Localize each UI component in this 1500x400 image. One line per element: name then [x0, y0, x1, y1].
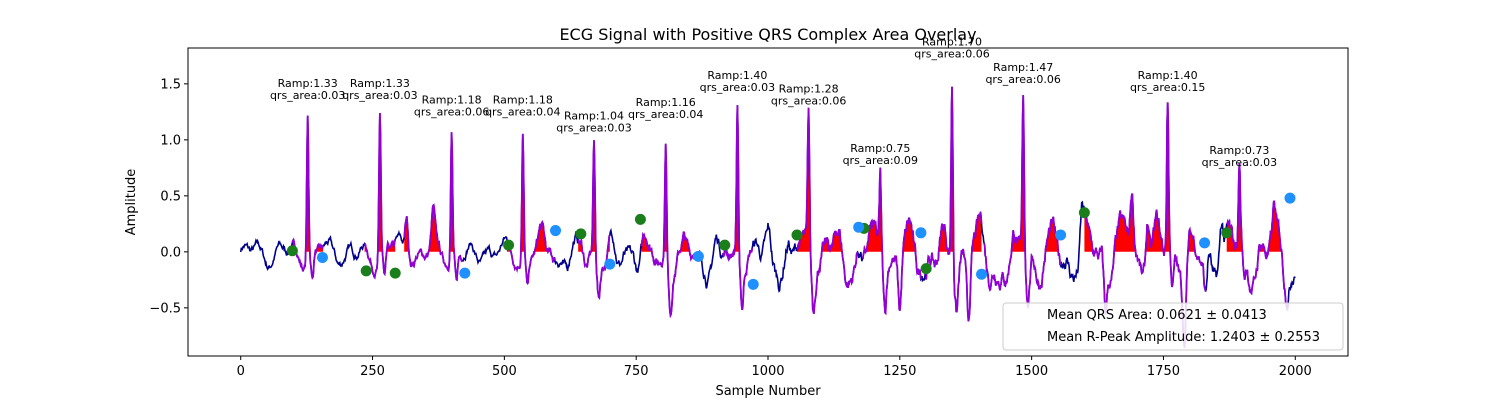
- ramp-annotation-6: Ramp:1.40: [707, 69, 767, 82]
- qrs-onset-marker-0: [286, 245, 298, 257]
- x-tick-label-2: 500: [492, 364, 517, 379]
- qrs-segment-line-5: [640, 143, 699, 319]
- qrs-area-annotation-4: qrs_area:0.03: [556, 121, 631, 134]
- y-axis-label: Amplitude: [124, 169, 139, 236]
- qrs-offset-marker-11: [1284, 192, 1296, 204]
- qrs-offset-marker-10: [1199, 237, 1211, 249]
- y-tick-label-2: 0.5: [160, 189, 181, 204]
- qrs-offset-marker-7: [915, 227, 927, 239]
- ramp-annotation-0: Ramp:1.33: [278, 77, 338, 90]
- qrs-area-annotation-7: qrs_area:0.06: [771, 94, 846, 107]
- x-axis-label: Sample Number: [715, 384, 821, 399]
- qrs-segment-line-8: [862, 167, 922, 316]
- qrs-area-annotation-9: qrs_area:0.06: [914, 47, 989, 60]
- y-tick-label-0: −0.5: [149, 301, 181, 316]
- qrs-offset-marker-3: [604, 258, 616, 270]
- qrs-area-annotation-0: qrs_area:0.03: [270, 89, 345, 102]
- qrs-area-annotation-3: qrs_area:0.04: [485, 106, 560, 119]
- x-tick-label-8: 2000: [1279, 364, 1312, 379]
- qrs-segment-line-2: [403, 132, 463, 282]
- ramp-annotation-8: Ramp:0.75: [850, 142, 910, 155]
- qrs-onset-marker-6: [719, 239, 731, 251]
- qrs-offset-marker-2: [550, 225, 562, 237]
- qrs-onset-marker-3: [503, 239, 515, 251]
- qrs-segment-line-1: [364, 112, 397, 280]
- qrs-area-annotation-11: qrs_area:0.15: [1130, 81, 1205, 94]
- qrs-onset-marker-9: [920, 263, 932, 275]
- qrs-segment-line-12: [1226, 163, 1289, 311]
- qrs-segment-line-9: [925, 86, 983, 322]
- x-tick-label-5: 1250: [883, 364, 916, 379]
- qrs-segment-line-0: [291, 115, 324, 280]
- legend-entry-qrs-area: Mean QRS Area: 0.0621 ± 0.0413: [1047, 308, 1267, 323]
- qrs-onset-marker-7: [791, 229, 803, 241]
- qrs-offset-marker-6: [853, 221, 865, 233]
- qrs-area-annotation-1: qrs_area:0.03: [342, 89, 417, 102]
- y-tick-label-4: 1.5: [160, 77, 181, 92]
- qrs-segment-line-6: [722, 105, 754, 311]
- qrs-offset-marker-4: [692, 250, 704, 262]
- ramp-annotation-11: Ramp:1.40: [1138, 69, 1198, 82]
- ramp-annotation-10: Ramp:1.47: [993, 61, 1053, 74]
- qrs-area-annotation-10: qrs_area:0.06: [985, 73, 1060, 86]
- qrs-area-annotation-12: qrs_area:0.03: [1202, 156, 1277, 169]
- qrs-onset-marker-10: [1078, 207, 1090, 219]
- y-tick-label-3: 1.0: [160, 133, 181, 148]
- qrs-area-annotation-2: qrs_area:0.06: [414, 106, 489, 119]
- qrs-onset-marker-5: [634, 213, 646, 225]
- qrs-area-annotation-5: qrs_area:0.04: [628, 108, 703, 121]
- qrs-offset-marker-0: [316, 251, 328, 263]
- legend-entry-r-peak-amplitude: Mean R-Peak Amplitude: 1.2403 ± 0.2553: [1047, 330, 1320, 345]
- ramp-annotation-12: Ramp:0.73: [1209, 144, 1269, 157]
- qrs-area-annotation-8: qrs_area:0.09: [843, 154, 918, 167]
- qrs-onset-marker-1: [360, 265, 372, 277]
- qrs-area-fill-2: [404, 132, 463, 252]
- qrs-area-fill-4: [578, 140, 610, 252]
- qrs-segment-line-7: [796, 107, 859, 314]
- qrs-offset-marker-1: [459, 267, 471, 279]
- legend: Mean QRS Area: 0.0621 ± 0.0413 Mean R-Pe…: [1002, 302, 1344, 351]
- y-tick-label-1: 0.0: [160, 245, 181, 260]
- ramp-annotation-4: Ramp:1.04: [564, 109, 624, 122]
- ramp-annotation-5: Ramp:1.16: [636, 96, 696, 109]
- legend-box: [1002, 302, 1344, 351]
- ramp-annotation-1: Ramp:1.33: [350, 77, 410, 90]
- x-tick-label-7: 1750: [1147, 364, 1180, 379]
- qrs-offset-marker-8: [976, 268, 988, 280]
- qrs-onset-marker-4: [575, 228, 587, 240]
- qrs-offset-marker-5: [747, 278, 759, 290]
- qrs-onset-marker-2: [389, 267, 401, 279]
- qrs-segment-line-10: [983, 95, 1062, 309]
- plot-area: Ramp:1.33qrs_area:0.03Ramp:1.33qrs_area:…: [239, 35, 1296, 348]
- chart-title: ECG Signal with Positive QRS Complex Are…: [559, 25, 976, 44]
- x-tick-label-0: 0: [237, 364, 245, 379]
- ramp-annotation-3: Ramp:1.18: [493, 94, 553, 107]
- ramp-annotation-7: Ramp:1.28: [779, 82, 839, 95]
- qrs-segment-line-4: [577, 140, 611, 301]
- x-tick-label-3: 750: [624, 364, 649, 379]
- qrs-area-fill-1: [364, 113, 396, 252]
- x-tick-label-4: 1000: [751, 364, 784, 379]
- qrs-onset-marker-11: [1221, 227, 1233, 239]
- axis-ticks: 0 250 500 750 1000 1250 1500 1750 2000 −0.5 0.0 0.5…: [149, 77, 1311, 379]
- x-tick-label-1: 250: [360, 364, 385, 379]
- qrs-area-annotation-6: qrs_area:0.03: [700, 81, 775, 94]
- qrs-area-fill-0: [292, 115, 323, 252]
- x-tick-label-6: 1500: [1015, 364, 1048, 379]
- ramp-annotation-9: Ramp:1.70: [922, 35, 982, 48]
- qrs-offset-marker-9: [1055, 229, 1067, 241]
- qrs-segment-line-3: [506, 133, 556, 286]
- ramp-annotation-2: Ramp:1.18: [422, 94, 482, 107]
